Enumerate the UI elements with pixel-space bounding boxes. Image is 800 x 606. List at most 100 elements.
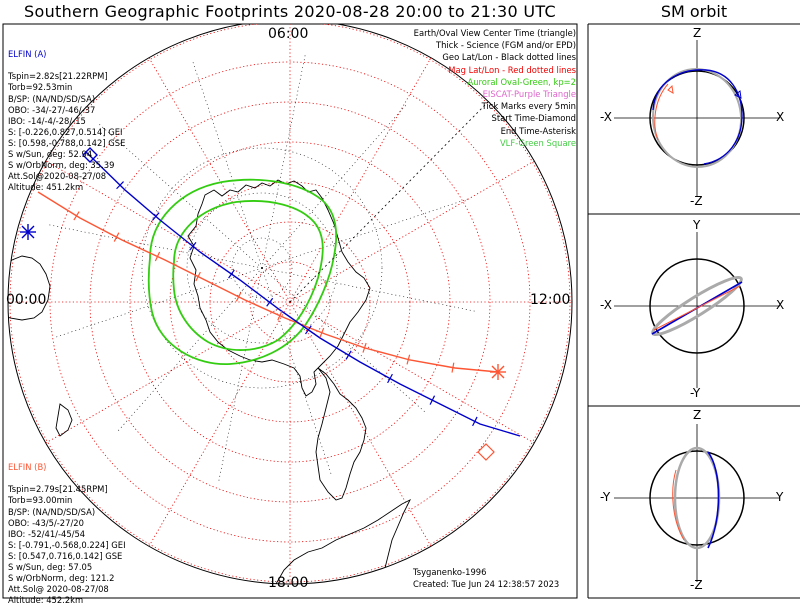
elfin-b-line: Altitude: 452.2km xyxy=(8,595,84,606)
sm1-left: -X xyxy=(600,110,612,124)
tick-mark xyxy=(277,310,283,321)
geo-meridian xyxy=(46,223,263,269)
elfin-a-line: IBO: -14/-4/-28/-15 xyxy=(8,115,86,126)
geo-meridian xyxy=(116,267,263,434)
geo-meridian xyxy=(261,267,478,313)
legend-entry: Start Time-Diamond xyxy=(491,113,576,124)
geo-meridian xyxy=(261,267,333,477)
sm3-left: -Y xyxy=(600,490,611,504)
sm-panel-xy xyxy=(614,232,780,388)
created-credit: Created: Tue Jun 24 12:38:57 2023 xyxy=(413,579,560,589)
geo-meridian xyxy=(191,59,263,269)
elfin-b-line: S: [-0.791,-0.568,0.224] GEI xyxy=(8,539,126,550)
geo-meridian xyxy=(217,267,263,484)
tick-mark xyxy=(451,362,455,373)
elfin-a-start-diamond xyxy=(82,147,98,163)
geo-lat-circle xyxy=(231,237,293,299)
tick-mark xyxy=(319,327,325,338)
hour-label-top: 06:00 xyxy=(268,26,309,42)
geo-lat-circle xyxy=(186,192,338,344)
sm-panel-xz xyxy=(614,40,780,196)
australia-coastline xyxy=(8,255,51,321)
sm2-top: Y xyxy=(693,218,701,232)
elfin-b-line: IBO: -52/41/-45/54 xyxy=(8,528,86,539)
auroral-oval-outer xyxy=(147,178,338,365)
tick-mark xyxy=(113,232,120,242)
sm2-bottom: -Y xyxy=(690,386,701,400)
elfin-a-line: S: [-0.226,0.827,0.514] GEI xyxy=(8,126,123,137)
elfin-a-trace xyxy=(85,151,521,437)
elfin-a-line: S: [0.598,-0.788,0.142] GSE xyxy=(8,137,126,148)
legend: Earth/Oval View Center Time (triangle) Th… xyxy=(414,27,576,149)
mag-lat-circle xyxy=(9,24,571,583)
geo-meridian xyxy=(261,102,408,269)
elfin-b-line: S w/OrbNorm, deg: 121.2 xyxy=(8,573,115,584)
sm2-left: -X xyxy=(600,298,612,312)
mag-lat-circle xyxy=(49,61,531,543)
sm1-bottom: -Z xyxy=(690,194,703,208)
elfin-b-trace xyxy=(37,191,499,373)
legend-entry: Auroral Oval-Green, kp=2 xyxy=(467,76,576,87)
tick-mark xyxy=(472,416,478,427)
elfin-a-line: B/SP: (NA/ND/SD/SA) xyxy=(8,93,96,104)
south-america-coastline xyxy=(269,498,412,584)
tick-mark xyxy=(152,212,160,221)
tick-mark xyxy=(362,342,367,353)
mag-meridian xyxy=(139,301,291,563)
tick-mark xyxy=(154,251,161,262)
elfin-a-line: Att.Sol@2020-08-27/08 xyxy=(8,171,107,182)
elfin-b-line: OBO: -43/5/-27/20 xyxy=(8,517,84,528)
elfin-b-start-diamond xyxy=(477,443,495,461)
tick-mark xyxy=(266,297,274,307)
legend-entry: Earth/Oval View Center Time (triangle) xyxy=(413,28,576,38)
elfin-a-end-asterisk xyxy=(20,224,36,240)
legend-entry: Geo Lat/Lon - Black dotted lines xyxy=(442,52,576,63)
elfin-a-line: Altitude: 451.2km xyxy=(8,182,84,193)
elfin-b-tick-marks xyxy=(73,211,455,373)
elfin-a-tick-marks xyxy=(116,181,478,427)
legend-entry: Mag Lat/Lon - Red dotted lines xyxy=(448,64,576,75)
nz-coastline xyxy=(55,403,73,437)
geo-lat-circle xyxy=(141,147,383,389)
tick-mark xyxy=(73,211,80,221)
antarctic-peninsula xyxy=(315,367,367,501)
elfin-a-line: Torb=92.53min xyxy=(8,82,73,93)
mag-meridian xyxy=(289,151,551,303)
elfin-a-name: ELFIN (A) xyxy=(8,49,47,60)
auroral-oval-inner xyxy=(172,200,324,351)
tick-mark xyxy=(345,350,352,360)
sm2-right: X xyxy=(776,298,785,312)
mag-lat-circle xyxy=(129,141,451,463)
hour-label-left: 00:00 xyxy=(6,292,47,308)
hour-label-right: 12:00 xyxy=(530,292,571,308)
elfin-b-line: B/SP: (NA/ND/SD/SA) xyxy=(8,506,96,517)
geo-meridian xyxy=(96,122,263,269)
geo-meridian xyxy=(261,197,471,269)
tick-mark xyxy=(406,354,411,365)
mag-meridian xyxy=(29,301,291,453)
elfin-a-line: OBO: -34/-27/-46/-37 xyxy=(8,104,96,115)
elfin-b-name: ELFIN (B) xyxy=(8,462,47,473)
elfin-b-line: Torb=93.00min xyxy=(8,495,73,506)
legend-entry: VLF-Green Square xyxy=(499,137,576,148)
elfin-b-line: S w/Sun, deg: 57.05 xyxy=(8,562,93,573)
elfin-b-line: S: [0.547,0.716,0.142] GSE xyxy=(8,550,123,561)
legend-entry: Tick Marks every 5min xyxy=(481,101,576,112)
tick-mark xyxy=(116,181,124,190)
elfin-b-line: Att.Sol@ 2020-08-27/08 xyxy=(8,584,109,595)
view-direction-line xyxy=(289,99,491,303)
sm1-right: X xyxy=(776,110,785,124)
tick-mark xyxy=(228,269,235,279)
elfin-a-info: ELFIN (A) Tspin=2.82s[21.22RPM] Torb=92.5… xyxy=(8,27,125,193)
tick-mark xyxy=(189,242,197,251)
sm3-right: Y xyxy=(776,490,784,504)
elfin-a-line: Tspin=2.82s[21.22RPM] xyxy=(8,71,108,82)
sm1-top: Z xyxy=(693,26,702,40)
legend-entry: End Time-Asterisk xyxy=(500,125,576,136)
tick-mark xyxy=(195,271,201,282)
sm-panel-yz xyxy=(614,424,780,582)
elfin-a-line: S w/OrbNorm, deg: 35.39 xyxy=(8,160,115,171)
geo-meridian xyxy=(261,267,428,414)
mag-lat-circle xyxy=(89,101,491,503)
